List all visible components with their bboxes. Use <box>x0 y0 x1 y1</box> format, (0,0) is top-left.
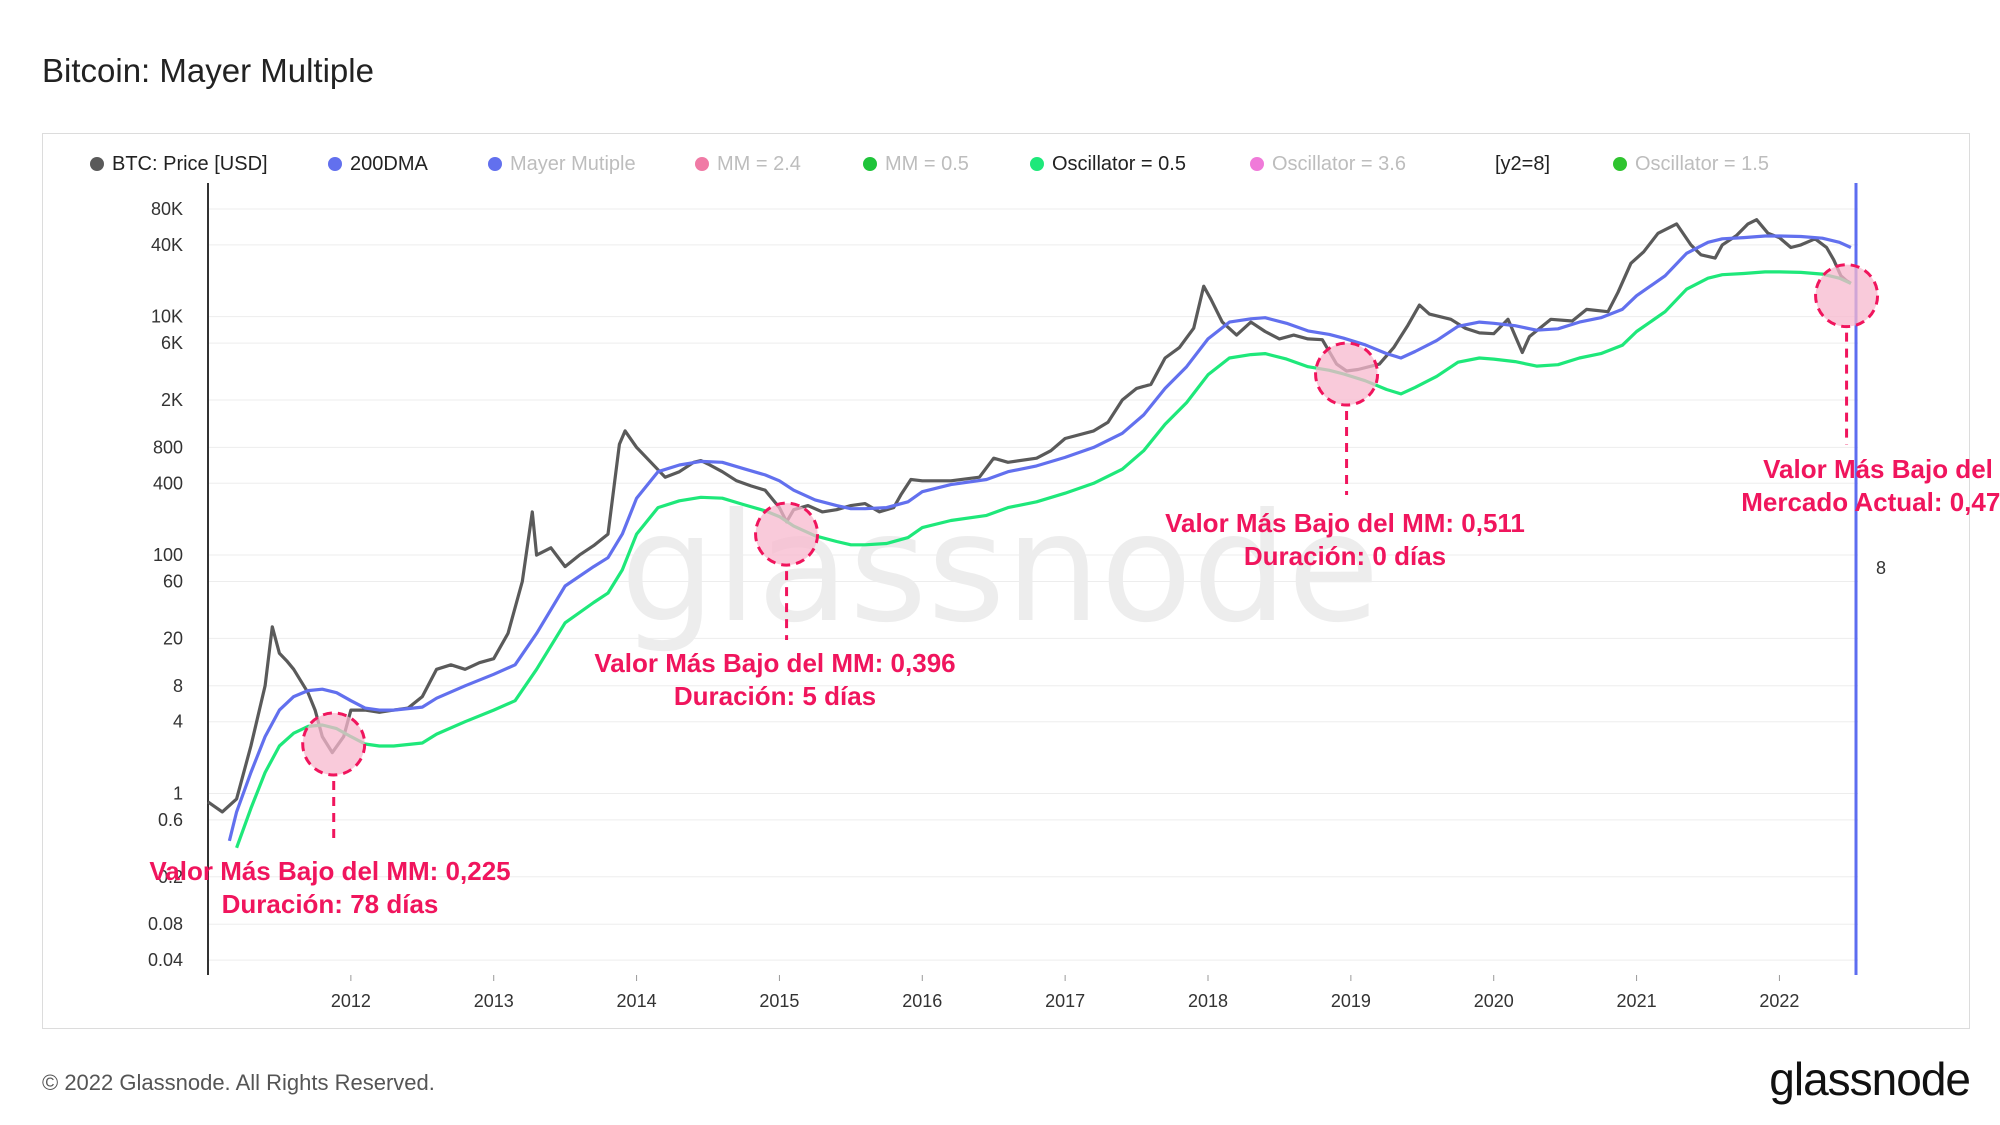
y-tick-label: 400 <box>153 473 183 493</box>
y-tick-label: 1 <box>173 783 183 803</box>
x-tick-label: 2021 <box>1617 991 1657 1011</box>
annotation-text: Valor Más Bajo del <box>1763 454 1993 484</box>
y-tick-label: 0.6 <box>158 810 183 830</box>
y-tick-label: 8 <box>173 676 183 696</box>
x-tick-label: 2016 <box>902 991 942 1011</box>
annotation-text: Duración: 0 días <box>1244 541 1446 571</box>
annotation-text: Mercado Actual: 0,478 <box>1741 487 2000 517</box>
legend-item-200dma[interactable]: 200DMA <box>328 153 428 176</box>
y-tick-label: 0.2 <box>158 867 183 887</box>
x-tick-label: 2017 <box>1045 991 1085 1011</box>
marker-circle <box>301 711 367 777</box>
marker-circle <box>754 501 820 567</box>
legend-item-mm-0-5[interactable]: MM = 0.5 <box>863 153 969 176</box>
y-tick-label: 10K <box>151 307 183 327</box>
legend-item-oscillator-0-5[interactable]: Oscillator = 0.5 <box>1030 153 1186 176</box>
legend-item-oscillator-1-5[interactable]: Oscillator = 1.5 <box>1613 153 1769 176</box>
legend-dot-icon <box>488 157 502 171</box>
legend-item-oscillator-3-6[interactable]: Oscillator = 3.6 <box>1250 153 1406 176</box>
y2-tick-label: 8 <box>1876 558 1886 578</box>
annotation-text: Valor Más Bajo del MM: 0,225 <box>149 856 510 886</box>
y-tick-label: 20 <box>163 628 183 648</box>
x-tick-label: 2019 <box>1331 991 1371 1011</box>
copyright: © 2022 Glassnode. All Rights Reserved. <box>42 1070 435 1095</box>
y-tick-label: 0.04 <box>148 950 183 970</box>
annotation-text: Duración: 78 días <box>222 889 439 919</box>
annotation-text: Valor Más Bajo del MM: 0,511 <box>1165 508 1525 538</box>
legend-dot-icon <box>1613 157 1627 171</box>
200dma-line <box>227 234 1852 842</box>
y-tick-label: 40K <box>151 235 183 255</box>
legend-dot-icon <box>1250 157 1264 171</box>
marker-circle <box>1814 263 1880 329</box>
legend-dot-icon <box>328 157 342 171</box>
x-tick-label: 2020 <box>1474 991 1514 1011</box>
y-tick-label: 800 <box>153 437 183 457</box>
legend-dot-icon <box>863 157 877 171</box>
annotation-text: Duración: 5 días <box>674 681 876 711</box>
y-tick-label: 2K <box>161 390 183 410</box>
annotation-text: Valor Más Bajo del MM: 0,396 <box>594 648 955 678</box>
legend-dot-icon <box>1030 157 1044 171</box>
legend-item-btc-price[interactable]: BTC: Price [USD] <box>90 153 268 176</box>
y-tick-label: 100 <box>153 545 183 565</box>
chart-title: Bitcoin: Mayer Multiple <box>42 52 374 89</box>
x-tick-label: 2013 <box>474 991 514 1011</box>
y-tick-label: 60 <box>163 572 183 592</box>
brand-logo: glassnode <box>1769 1053 1971 1105</box>
x-tick-label: 2015 <box>759 991 799 1011</box>
marker-circle <box>1314 341 1380 407</box>
chart-panel <box>42 133 1970 1029</box>
legend: BTC: Price [USD] 200DMA Mayer Mutiple MM… <box>90 153 1950 179</box>
legend-dot-icon <box>695 157 709 171</box>
y-tick-label: 0.08 <box>148 914 183 934</box>
legend-dot-icon <box>90 157 104 171</box>
oscillator-line <box>235 270 1852 849</box>
y-tick-label: 4 <box>173 712 183 732</box>
legend-item-mayer-multiple[interactable]: Mayer Mutiple <box>488 153 636 176</box>
y-tick-label: 80K <box>151 199 183 219</box>
x-tick-label: 2014 <box>617 991 657 1011</box>
y-tick-label: 6K <box>161 333 183 353</box>
btc-price-line <box>207 218 1852 814</box>
x-tick-label: 2018 <box>1188 991 1228 1011</box>
legend-item-y2[interactable]: [y2=8] <box>1495 153 1551 175</box>
legend-item-mm-2-4[interactable]: MM = 2.4 <box>695 153 801 176</box>
x-tick-label: 2022 <box>1759 991 1799 1011</box>
x-tick-label: 2012 <box>331 991 371 1011</box>
